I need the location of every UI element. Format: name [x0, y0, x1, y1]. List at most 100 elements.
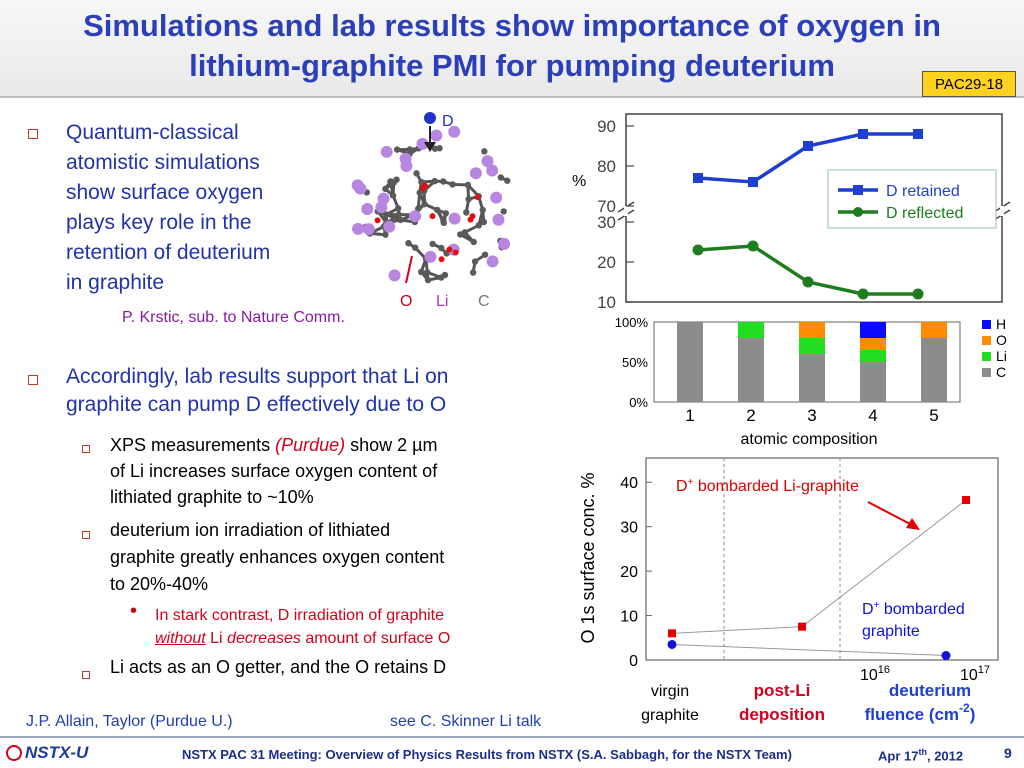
- footer-separator: [0, 736, 1024, 738]
- chart2-legend-label: Li: [996, 348, 1007, 364]
- molecule-image: D O Li C: [351, 112, 511, 310]
- o-atom-icon: [469, 213, 476, 220]
- annotation-li-graphite: D+ bombarded Li-graphite: [676, 477, 859, 495]
- sub-2-line: graphite greatly enhances oxygen content: [110, 547, 445, 567]
- chart2-xtick: 5: [929, 406, 938, 425]
- chart3-ytick: 30: [620, 520, 638, 537]
- chart1-point: [748, 177, 758, 187]
- chart1-ytick: 10: [597, 293, 616, 312]
- d-atom-icon: [424, 112, 436, 124]
- footer-text: NSTX PAC 31 Meeting: Overview of Physics…: [182, 747, 792, 762]
- sub-3-decreases: decreases: [227, 630, 301, 647]
- label-d: D: [442, 113, 454, 130]
- sub-4-marker: [82, 666, 90, 684]
- sub-3-rest: amount of surface O: [300, 630, 451, 647]
- chart1-ytick: 70: [597, 197, 616, 216]
- li-atom-icon: [448, 212, 461, 225]
- li-atom-icon: [492, 213, 505, 226]
- li-atom-icon: [416, 137, 429, 150]
- chart2-xtick: 2: [746, 406, 755, 425]
- chart1-point: [747, 240, 759, 252]
- chart3-ytick: 10: [620, 609, 638, 626]
- chart2-bar-segment: [799, 322, 825, 338]
- chart2-ytick: 50%: [622, 355, 648, 370]
- annotation-graphite-line2: graphite: [862, 623, 920, 640]
- chart2-bar-segment: [860, 350, 886, 362]
- chart1-point: [912, 288, 924, 300]
- chart1-ytick: 90: [597, 117, 616, 136]
- li-atom-icon: [388, 269, 401, 282]
- li-atom-icon: [486, 164, 499, 177]
- sub-2-line: deuterium ion irradiation of lithiated: [110, 520, 391, 540]
- credit-left: J.P. Allain, Taylor (Purdue U.): [26, 713, 233, 730]
- li-atom-icon: [490, 191, 503, 204]
- xlabel-deposition: deposition: [739, 705, 825, 724]
- footer-date: Apr 17th, 2012: [878, 747, 963, 763]
- xlabel-fluence: fluence (cm-2): [865, 701, 976, 724]
- chart2-ytick: 100%: [615, 316, 649, 330]
- o-atom-icon: [446, 246, 453, 253]
- chart3-point: [668, 629, 676, 638]
- footer-bar: [0, 738, 1024, 768]
- chart1-ytick: 80: [597, 157, 616, 176]
- sub-1-marker: [82, 440, 90, 458]
- li-atom-icon: [383, 220, 396, 233]
- footer-date-year: , 2012: [926, 748, 964, 764]
- sub-2-text: deuterium ion irradiation of lithiated g…: [110, 517, 444, 598]
- footer-date-sup: th: [918, 747, 927, 757]
- li-atom-icon: [409, 210, 422, 223]
- chart2-legend-label: O: [996, 332, 1007, 348]
- sub-3-marker: •: [130, 600, 138, 622]
- bullet-2-text: Accordingly, lab results support that Li…: [66, 363, 448, 419]
- chart2-bar-segment: [738, 338, 764, 402]
- title-line-2: lithium-graphite PMI for pumping deuteri…: [189, 48, 835, 83]
- xlabel-virgin: virgin: [651, 683, 689, 700]
- citation-krstic: P. Krstic, sub. to Nature Comm.: [122, 309, 345, 326]
- li-atom-icon: [469, 167, 482, 180]
- oxygen-concentration-chart: 0 10 20 30 40 O 1s surface conc. % D+ bombar…: [578, 457, 999, 724]
- title-line-1: Simulations and lab results show importa…: [83, 8, 941, 43]
- pac-badge: PAC29-18: [922, 71, 1016, 97]
- bullet-1-text: Quantum-classical atomistic simulations …: [66, 118, 336, 298]
- annotation-graphite: D+ bombarded: [862, 600, 965, 618]
- slide-header: [0, 0, 1024, 98]
- li-atom-icon: [430, 129, 443, 142]
- chart2-xtick: 1: [685, 406, 694, 425]
- chart2-ytick: 0%: [629, 395, 648, 410]
- sub-1-text: XPS measurements (Purdue) show 2 µm of L…: [110, 432, 438, 510]
- chart2-bar-segment: [860, 322, 886, 338]
- xtick-1e17: 1017: [960, 664, 990, 684]
- li-atom-icon: [352, 222, 365, 235]
- sub-1-b: show 2 µm: [345, 435, 438, 455]
- chart2-bar-segment: [799, 338, 825, 354]
- chart3-plot-area: [645, 457, 999, 661]
- chart2-bar-segment: [921, 338, 947, 402]
- chart2-xtick: 3: [807, 406, 816, 425]
- li-atom-icon: [362, 223, 375, 236]
- sub-3-line: In stark contrast, D irradiation of grap…: [155, 607, 445, 624]
- li-atom-icon: [424, 250, 437, 263]
- footer-date-text: Apr 17: [878, 748, 919, 764]
- li-atom-icon: [375, 201, 388, 214]
- nstx-logo: NSTX-U: [6, 741, 88, 765]
- chart2-xtick: 4: [868, 406, 877, 425]
- bullet-1-marker: [28, 126, 38, 144]
- sub-1-line: lithiated graphite to ~10%: [110, 487, 314, 507]
- chart3-series-line: [671, 643, 947, 657]
- chart1-point: [857, 288, 869, 300]
- nstx-logo-icon: [6, 745, 22, 761]
- label-li: Li: [436, 293, 448, 310]
- o-atom-icon: [452, 249, 459, 256]
- chart3-ylabel: O 1s surface conc. %: [578, 472, 598, 643]
- label-c: C: [478, 293, 490, 310]
- bullet-1-line: Quantum-classical: [66, 121, 239, 144]
- nstx-logo-text: NSTX-U: [25, 743, 89, 762]
- chart1-ytick: 30: [597, 213, 616, 232]
- chart2-bar-segment: [677, 322, 703, 402]
- chart2-bar-segment: [860, 338, 886, 350]
- xtick-1e16: 1016: [860, 664, 890, 684]
- sub-3-li: Li: [205, 630, 228, 647]
- o-atom-icon: [374, 217, 381, 224]
